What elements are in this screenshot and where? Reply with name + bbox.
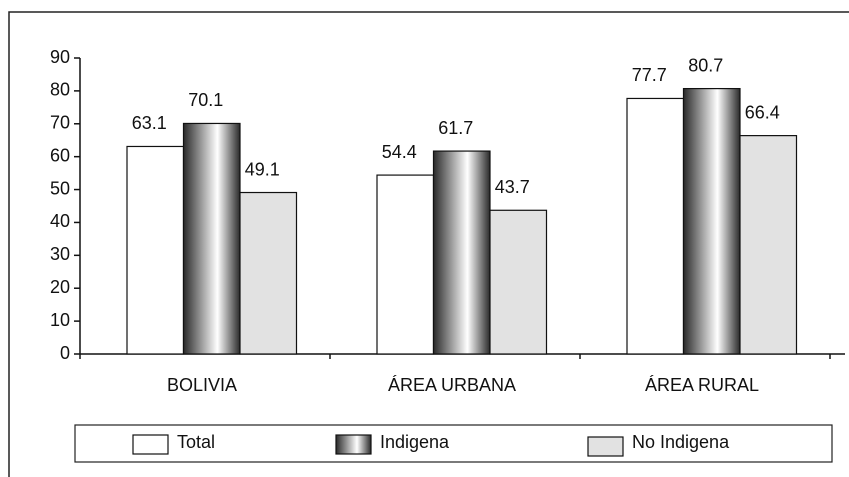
bar bbox=[626, 97, 685, 355]
y-tick-label: 30 bbox=[50, 244, 70, 264]
x-tick-label: ÁREA RURAL bbox=[645, 375, 759, 395]
value-label: 70.1 bbox=[188, 90, 223, 110]
y-tick-label: 70 bbox=[50, 113, 70, 133]
x-tick-label: ÁREA URBANA bbox=[388, 375, 516, 395]
y-tick-label: 60 bbox=[50, 145, 70, 165]
value-label: 63.1 bbox=[132, 113, 167, 133]
y-tick-label: 10 bbox=[50, 310, 70, 330]
bar bbox=[376, 174, 435, 355]
value-label: 77.7 bbox=[632, 65, 667, 85]
value-label: 54.4 bbox=[382, 142, 417, 162]
legend-label: Indigena bbox=[380, 432, 450, 452]
value-label: 49.1 bbox=[245, 159, 280, 179]
legend-label: No Indigena bbox=[632, 432, 730, 452]
value-label: 66.4 bbox=[745, 102, 780, 122]
y-tick-label: 20 bbox=[50, 277, 70, 297]
frame bbox=[8, 11, 849, 477]
legend-swatch bbox=[335, 434, 372, 455]
value-label: 80.7 bbox=[688, 55, 723, 75]
legend-swatch bbox=[132, 434, 169, 455]
legend-box bbox=[74, 424, 833, 463]
bar bbox=[126, 145, 185, 355]
legend-label: Total bbox=[177, 432, 215, 452]
bar bbox=[682, 87, 741, 355]
x-tick-label: BOLIVIA bbox=[167, 375, 237, 395]
y-tick-label: 80 bbox=[50, 80, 70, 100]
y-tick-label: 90 bbox=[50, 47, 70, 67]
bar bbox=[432, 150, 491, 355]
y-tick-label: 0 bbox=[60, 343, 70, 363]
bar bbox=[182, 122, 241, 355]
bar bbox=[489, 209, 548, 355]
y-tick-label: 50 bbox=[50, 178, 70, 198]
value-label: 61.7 bbox=[438, 118, 473, 138]
legend-swatch bbox=[587, 436, 624, 457]
bar bbox=[739, 135, 798, 355]
bar bbox=[239, 191, 298, 355]
y-tick-label: 40 bbox=[50, 211, 70, 231]
value-label: 43.7 bbox=[495, 177, 530, 197]
